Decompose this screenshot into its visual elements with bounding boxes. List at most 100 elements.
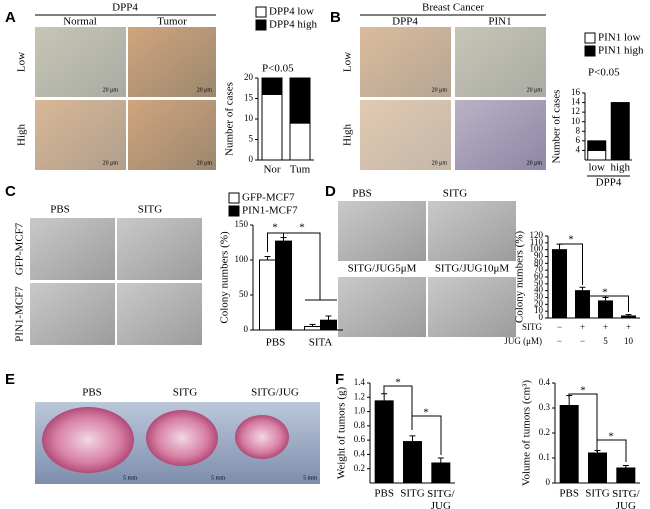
significance-bracket: [596, 439, 627, 462]
scale-label: 20 μm: [527, 87, 543, 93]
column-label: Normal: [63, 16, 97, 28]
panel-letter: C: [5, 183, 16, 200]
x-tick-label: SITG: [400, 488, 425, 500]
significance-bracket: [283, 232, 321, 300]
scale-label: 5 mm: [303, 475, 317, 481]
micrograph: [455, 27, 546, 97]
bar: [588, 452, 607, 484]
row-label: PIN1-MCF7: [14, 286, 26, 342]
panel-letter: A: [5, 9, 16, 26]
y-tick-label: 120: [530, 230, 544, 240]
y-axis-label: Volume of tumors (cm³): [521, 380, 533, 486]
scale-label: 5 mm: [123, 475, 137, 481]
scale-label: 20 μm: [103, 87, 119, 93]
scale-label: 20 μm: [527, 160, 543, 166]
y-axis-label: Colony numbers (%): [514, 231, 526, 324]
bar: [289, 122, 311, 161]
y-tick-label: 60: [534, 271, 544, 281]
bar: [289, 77, 311, 124]
row-label: High: [342, 124, 354, 147]
x-tick-label: PBS: [374, 488, 394, 500]
image-label: PBS: [82, 387, 102, 399]
annotation: *: [299, 222, 305, 234]
bar: [261, 77, 283, 95]
tumor: [235, 415, 289, 459]
bar: [598, 300, 613, 319]
annotation: *: [602, 287, 608, 299]
annotation: *: [423, 407, 429, 419]
image-label: SITG/JUG5μM: [348, 263, 417, 275]
y-axis-label: Weight of tumors (g): [336, 387, 348, 480]
bar: [587, 140, 607, 151]
annotation: P<0.05: [262, 63, 294, 75]
scale-label: 5 mm: [211, 475, 225, 481]
row-value: 5: [603, 336, 608, 346]
row-value: 10: [624, 336, 634, 346]
micrograph: [117, 283, 202, 345]
annotation: *: [395, 377, 401, 389]
panel-letter: B: [330, 9, 341, 26]
x-tick-label: PBS: [559, 488, 579, 500]
legend-label: PIN1-MCF7: [242, 205, 298, 217]
y-tick-label: 0.8: [354, 420, 366, 430]
legend-label: PIN1 low: [598, 32, 641, 44]
micrograph: [35, 27, 126, 97]
y-tick-label: 1.2: [354, 391, 365, 401]
micrograph: [35, 100, 126, 170]
x-tick-label: Tum: [290, 164, 311, 176]
bar: [559, 405, 579, 484]
y-tick-label: 0.1: [539, 452, 550, 462]
column-label: SITG: [138, 204, 163, 216]
bar: [259, 259, 276, 331]
legend-swatch: [584, 32, 596, 44]
y-tick-label: 0.4: [539, 377, 551, 387]
bar: [320, 319, 337, 331]
y-tick-label: 20: [244, 72, 254, 82]
annotation: *: [608, 431, 614, 443]
bar: [431, 462, 451, 484]
y-tick-label: 80: [534, 257, 544, 267]
scale-label: 20 μm: [103, 160, 119, 166]
row-value: −: [557, 336, 562, 346]
y-tick-label: 0.4: [354, 448, 366, 458]
scale-label: 20 μm: [197, 160, 213, 166]
scale-label: 20 μm: [432, 87, 448, 93]
bar: [610, 102, 630, 161]
legend-label: GFP-MCF7: [242, 192, 295, 204]
image-label: SITG/JUG10μM: [435, 263, 510, 275]
micrograph: [338, 277, 426, 337]
legend-label: DPP4 high: [269, 19, 317, 31]
row-label: High: [16, 124, 28, 147]
panel-letter: D: [325, 183, 336, 200]
micrograph: [428, 201, 516, 261]
x-tick-label: PBS: [266, 337, 286, 349]
y-tick-label: 20: [534, 298, 544, 308]
y-tick-label: 0.6: [354, 434, 366, 444]
x-tick-label: SITG/JUG: [612, 488, 640, 509]
y-tick-label: 4: [576, 144, 581, 154]
y-tick-label: 15: [244, 93, 254, 103]
tumor: [146, 410, 218, 466]
image-label: SITG/JUG: [251, 387, 299, 399]
y-tick-label: 90: [534, 251, 544, 261]
column-label: Tumor: [157, 16, 187, 28]
annotation: *: [568, 234, 574, 246]
y-tick-label: 10: [244, 113, 254, 123]
row-label: Low: [342, 52, 354, 72]
x-tick-label: SITA: [309, 337, 333, 349]
image-label: PBS: [352, 188, 372, 200]
y-tick-label: 16: [571, 87, 581, 97]
y-axis-label: Number of cases: [224, 82, 236, 156]
annotation: *: [272, 222, 278, 234]
column-label: PBS: [50, 204, 70, 216]
legend-swatch: [255, 19, 267, 31]
row-value: +: [626, 322, 631, 332]
y-tick-label: 30: [534, 292, 544, 302]
significance-bracket: [559, 243, 583, 285]
y-tick-label: 50: [534, 278, 544, 288]
y-tick-label: 150: [235, 219, 249, 229]
image-label: SITG: [443, 188, 468, 200]
panel-header: Breast Cancer: [422, 2, 484, 14]
x-tick-label: SITG: [585, 488, 610, 500]
